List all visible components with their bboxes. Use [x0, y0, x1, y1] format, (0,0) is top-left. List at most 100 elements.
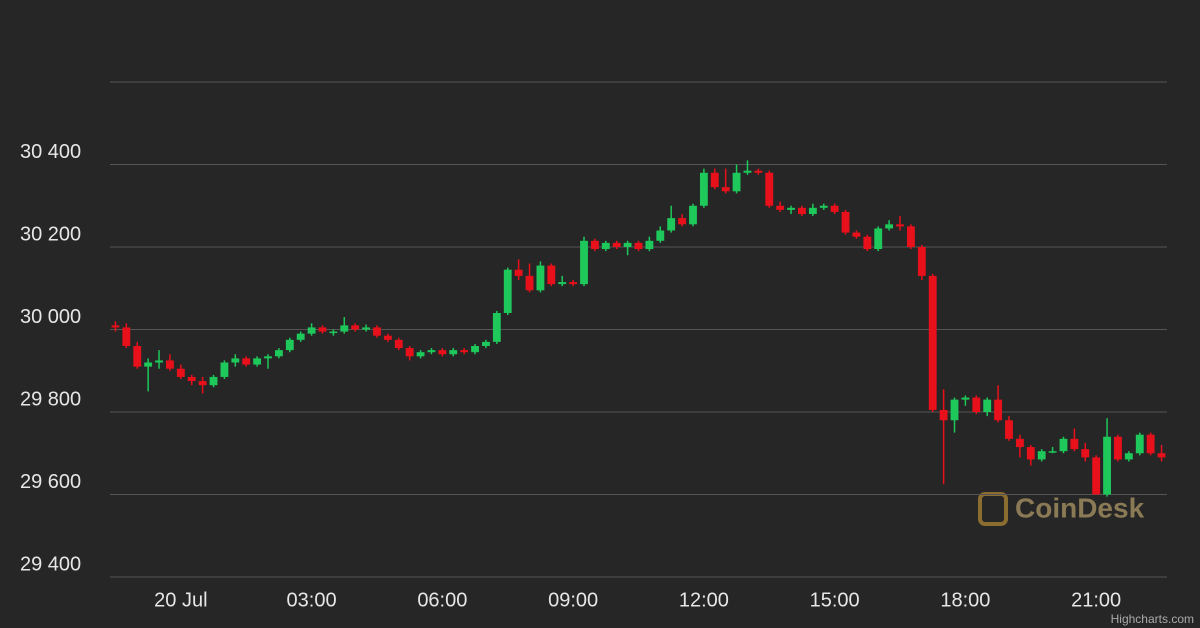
candle-body [808, 207, 817, 214]
candle-body [1037, 451, 1046, 460]
candle-body [798, 207, 806, 214]
candle-body [340, 325, 349, 332]
candle-body [885, 224, 894, 229]
candle-body [482, 341, 490, 346]
candle-body [166, 360, 174, 369]
y-tick-label: 29 400 [20, 553, 81, 575]
candle-body [1092, 457, 1101, 495]
candle-body [1135, 434, 1144, 454]
x-tick-label: 03:00 [287, 589, 337, 611]
candle-body [819, 205, 828, 208]
y-tick-label: 29 800 [20, 388, 81, 410]
candle-body [612, 242, 621, 247]
candle-body [460, 350, 469, 353]
candle-body [1157, 453, 1166, 458]
candle-body [449, 350, 458, 355]
watermark: CoinDesk [1015, 492, 1145, 523]
candle-body [525, 275, 534, 291]
candle-body [874, 228, 883, 250]
candle-body [405, 348, 414, 357]
candle-body [939, 409, 948, 421]
candle-body [917, 247, 926, 276]
candle-body [536, 265, 545, 291]
candle-body [264, 356, 272, 359]
candle-body [634, 242, 643, 250]
candle-body [111, 325, 120, 328]
candle-body [863, 236, 872, 250]
candle-body [133, 346, 142, 367]
candle-body [689, 205, 697, 225]
candle-body [699, 172, 708, 206]
candle-body [678, 218, 687, 225]
candle-body [373, 327, 381, 336]
x-tick-label: 18:00 [940, 589, 990, 611]
x-tick-label: 12:00 [679, 589, 729, 611]
candle-body [1081, 449, 1090, 458]
candle-body [383, 335, 392, 340]
candle-body [1146, 434, 1155, 454]
candle-body [362, 327, 371, 330]
candle-body [994, 399, 1003, 421]
candle-body [514, 269, 523, 276]
candle-body [852, 232, 861, 237]
candle-body [144, 362, 153, 367]
candle-body [776, 205, 785, 210]
candle-body [547, 265, 556, 285]
candle-body [427, 350, 436, 353]
candle-body [1048, 451, 1057, 453]
candle-body [209, 376, 218, 386]
y-tick-label: 29 600 [20, 471, 81, 493]
x-tick-label: 20 Jul [154, 589, 207, 611]
candle-body [1124, 453, 1133, 460]
y-tick-label: 30 200 [20, 223, 81, 245]
candle-body [841, 211, 850, 233]
candle-body [667, 218, 676, 231]
candle-body [1015, 438, 1024, 448]
candle-body [253, 358, 262, 365]
candle-body [176, 368, 185, 377]
y-tick-label: 30 400 [20, 141, 81, 163]
candle-body [351, 325, 360, 330]
candle-body [329, 331, 338, 334]
candle-body [580, 240, 588, 285]
candle-body [601, 242, 610, 250]
candle-body [743, 170, 752, 173]
candle-body [787, 207, 795, 210]
x-tick-label: 06:00 [417, 589, 467, 611]
candle-body [492, 313, 501, 342]
candle-body [155, 360, 163, 363]
candle-body [231, 358, 240, 363]
candle-body [950, 399, 959, 421]
candle-body [1059, 438, 1068, 452]
y-tick-label: 30 000 [20, 306, 81, 328]
candle-body [569, 282, 578, 285]
candle-body [471, 346, 479, 353]
candle-body [242, 358, 251, 365]
candle-body [830, 205, 839, 212]
candle-body [983, 399, 992, 412]
candle-body [710, 172, 719, 188]
x-tick-label: 21:00 [1071, 589, 1121, 611]
candle-body [928, 275, 937, 410]
candle-body [906, 226, 915, 247]
candle-body [274, 350, 283, 357]
candle-body [721, 187, 730, 192]
x-tick-label: 15:00 [810, 589, 860, 611]
candle-body [1070, 438, 1079, 450]
candle-body [187, 376, 196, 382]
candle-body [438, 350, 447, 355]
candle-body [972, 397, 981, 412]
candle-body [1005, 420, 1013, 439]
candle-body [318, 327, 327, 332]
candle-body [754, 170, 763, 173]
x-tick-label: 09:00 [548, 589, 598, 611]
candle-body [503, 269, 512, 313]
candle-body [765, 172, 774, 206]
candle-body [645, 240, 654, 250]
candle-body [732, 172, 741, 192]
credits: Highcharts.com [1111, 612, 1194, 626]
candle-body [307, 327, 316, 334]
